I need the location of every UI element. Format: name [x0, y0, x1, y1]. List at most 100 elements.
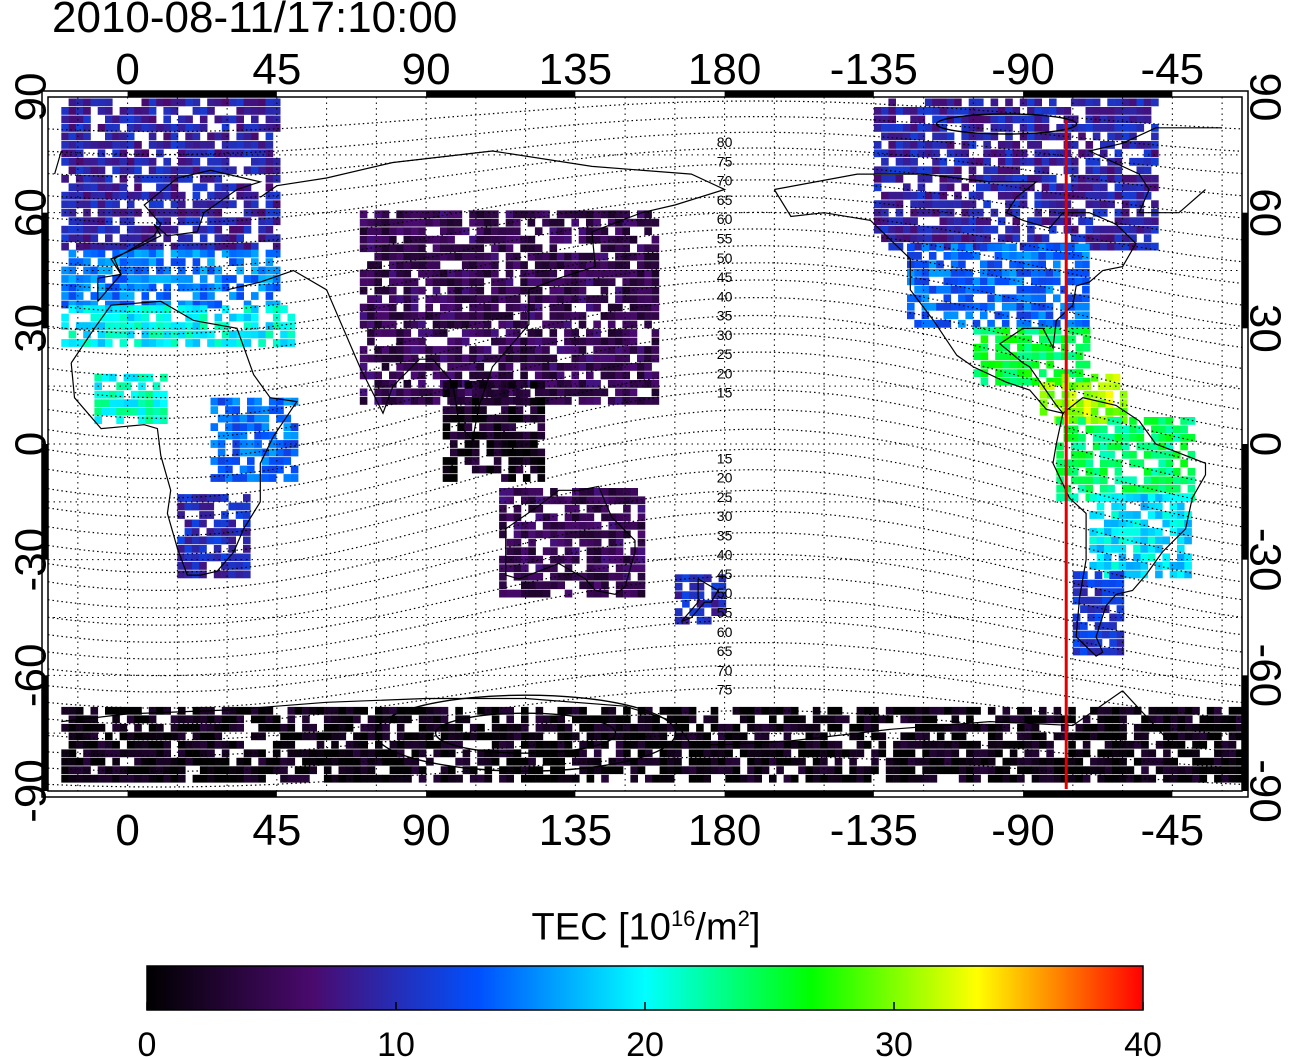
tec-cell	[1078, 132, 1086, 141]
tec-cell	[769, 749, 777, 758]
tec-cell	[112, 749, 120, 758]
tec-cell	[170, 242, 179, 251]
tec-cell	[1070, 124, 1079, 132]
tec-cell	[440, 354, 448, 363]
tec-cell	[126, 132, 135, 141]
tec-cell	[498, 278, 506, 286]
tec-cell	[856, 749, 865, 758]
tec-cell	[440, 346, 448, 354]
tec-cell	[126, 141, 135, 149]
tec-cell	[747, 715, 755, 724]
tec-cell	[75, 132, 84, 141]
tec-cell	[637, 346, 645, 354]
tec-cell	[501, 448, 509, 457]
tec-cell	[442, 423, 451, 431]
tec-cell	[374, 269, 382, 278]
tec-cell	[515, 414, 524, 423]
tec-cell	[236, 107, 244, 115]
tec-cell	[732, 740, 741, 749]
tec-cell	[1136, 217, 1145, 226]
tec-cell	[1034, 107, 1042, 115]
tec-cell	[170, 322, 179, 330]
tec-cell	[1034, 234, 1042, 243]
tec-cell	[958, 723, 967, 732]
tec-cell	[130, 373, 139, 382]
tec-cell	[1082, 360, 1091, 369]
tec-cell	[515, 431, 524, 440]
tec-cell	[221, 132, 230, 141]
tec-cell	[1136, 459, 1145, 468]
tec-cell	[499, 589, 507, 598]
tec-cell	[1155, 502, 1163, 511]
tec-cell	[943, 285, 952, 294]
tec-cell	[498, 371, 506, 380]
tec-cell	[922, 774, 930, 783]
tec-cell	[535, 732, 544, 741]
tec-cell	[521, 530, 529, 539]
tec-cell	[148, 757, 157, 766]
tec-cell	[381, 363, 390, 371]
tec-cell	[426, 706, 434, 715]
tec-cell	[674, 732, 682, 741]
tec-cell	[593, 261, 601, 269]
tec-cell	[1102, 579, 1110, 588]
tec-cell	[90, 225, 99, 234]
tec-cell	[471, 406, 480, 414]
tec-cell	[105, 132, 113, 141]
tec-cell	[163, 766, 171, 775]
tec-cell	[995, 732, 1003, 741]
tec-cell	[243, 141, 252, 149]
tec-cell	[888, 149, 896, 158]
tec-cell	[946, 107, 955, 115]
tec-cell	[454, 312, 463, 320]
tec-cell	[652, 715, 660, 724]
tec-cell	[651, 397, 660, 405]
tec-cell	[556, 286, 565, 295]
tec-cell	[134, 183, 142, 192]
tec-cell	[1024, 343, 1032, 352]
tec-cell	[323, 757, 332, 766]
tec-cell	[827, 706, 835, 715]
tec-cell	[68, 149, 77, 158]
tec-cell	[97, 149, 106, 158]
tec-cell	[258, 234, 266, 243]
tec-cell	[61, 115, 69, 124]
tec-cell	[980, 311, 988, 320]
tec-cell	[593, 320, 601, 329]
tec-cell	[623, 521, 631, 530]
tec-cell	[1121, 191, 1130, 200]
tec-cell	[491, 715, 500, 724]
tec-cell	[221, 234, 230, 243]
tec-cell	[243, 545, 251, 553]
tec-cell	[207, 107, 215, 115]
tec-cell	[1031, 285, 1039, 294]
tec-cell	[501, 380, 509, 389]
tec-cell	[192, 283, 201, 292]
tec-cell	[403, 329, 412, 337]
tec-cell	[381, 218, 390, 227]
tec-cell	[725, 774, 733, 783]
tec-cell	[236, 115, 244, 124]
tec-cell	[508, 474, 516, 482]
tec-cell	[873, 183, 882, 192]
tec-cell	[578, 295, 587, 303]
contour-label: 35	[717, 527, 733, 543]
tec-cell	[856, 774, 865, 783]
tec-cell	[1214, 766, 1222, 775]
tec-cell	[1228, 715, 1237, 724]
tec-cell	[141, 225, 150, 234]
tec-cell	[520, 261, 528, 269]
tec-cell	[572, 749, 580, 758]
tec-cell	[718, 749, 726, 758]
tec-cell	[225, 465, 233, 474]
tec-cell	[914, 319, 922, 328]
tec-cell	[178, 283, 186, 292]
tec-cell	[410, 312, 419, 320]
tec-cell	[148, 766, 157, 775]
tec-cell	[1136, 225, 1145, 234]
tec-cell	[213, 519, 222, 528]
tec-cell	[939, 200, 948, 209]
tec-cell	[943, 319, 952, 328]
tec-cell	[461, 337, 470, 346]
tec-cell	[508, 457, 516, 465]
